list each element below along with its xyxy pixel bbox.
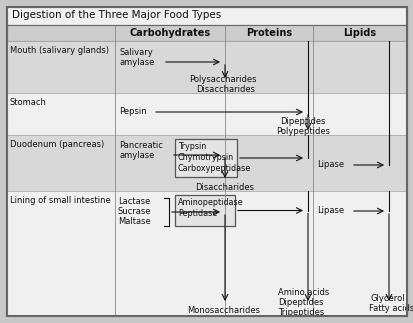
- Text: Tripeptides: Tripeptides: [277, 308, 323, 317]
- Bar: [7, 93, 406, 135]
- Text: Salivary: Salivary: [119, 48, 152, 57]
- Bar: [7, 135, 406, 191]
- Text: Lipase: Lipase: [316, 206, 343, 215]
- Bar: [7, 41, 406, 93]
- Text: Sucrase: Sucrase: [118, 207, 151, 216]
- Text: Mouth (salivary glands): Mouth (salivary glands): [10, 46, 109, 55]
- Text: Aminopeptidase: Aminopeptidase: [178, 198, 243, 207]
- Text: Glycerol: Glycerol: [370, 294, 405, 303]
- Text: Lipase: Lipase: [316, 160, 343, 169]
- Text: Maltase: Maltase: [118, 217, 150, 226]
- Text: Carbohydrates: Carbohydrates: [129, 28, 210, 38]
- Text: Disaccharides: Disaccharides: [195, 183, 254, 192]
- Bar: [7, 25, 406, 41]
- Text: Polypeptides: Polypeptides: [275, 127, 329, 136]
- Text: Chymotrypsin: Chymotrypsin: [178, 153, 234, 162]
- Text: Lactase: Lactase: [118, 197, 150, 206]
- Text: Lining of small intestine: Lining of small intestine: [10, 196, 111, 205]
- Text: Carboxypeptidase: Carboxypeptidase: [178, 164, 251, 173]
- Text: Dipeptides: Dipeptides: [279, 117, 325, 126]
- Text: amylase: amylase: [119, 58, 154, 67]
- Text: Duodenum (pancreas): Duodenum (pancreas): [10, 140, 104, 149]
- Text: Fatty acids: Fatty acids: [368, 304, 413, 313]
- Text: Pancreatic: Pancreatic: [119, 141, 162, 150]
- Text: Stomach: Stomach: [10, 98, 47, 107]
- Bar: [175, 195, 235, 226]
- Text: Dipeptides: Dipeptides: [277, 298, 323, 307]
- Text: amylase: amylase: [119, 151, 154, 160]
- Text: Proteins: Proteins: [245, 28, 291, 38]
- Text: Monosaccharides: Monosaccharides: [187, 306, 259, 315]
- Bar: [7, 7, 406, 25]
- Text: Lipids: Lipids: [343, 28, 376, 38]
- Text: Peptidase: Peptidase: [178, 209, 217, 218]
- Text: Disaccharides: Disaccharides: [195, 85, 254, 94]
- Text: Amino acids: Amino acids: [277, 288, 328, 297]
- Text: Digestion of the Three Major Food Types: Digestion of the Three Major Food Types: [12, 10, 221, 20]
- Text: Pepsin: Pepsin: [119, 107, 146, 116]
- Bar: [175, 139, 236, 177]
- Text: Trypsin: Trypsin: [178, 142, 206, 151]
- Text: Polysaccharides: Polysaccharides: [189, 75, 256, 84]
- Bar: [7, 191, 406, 316]
